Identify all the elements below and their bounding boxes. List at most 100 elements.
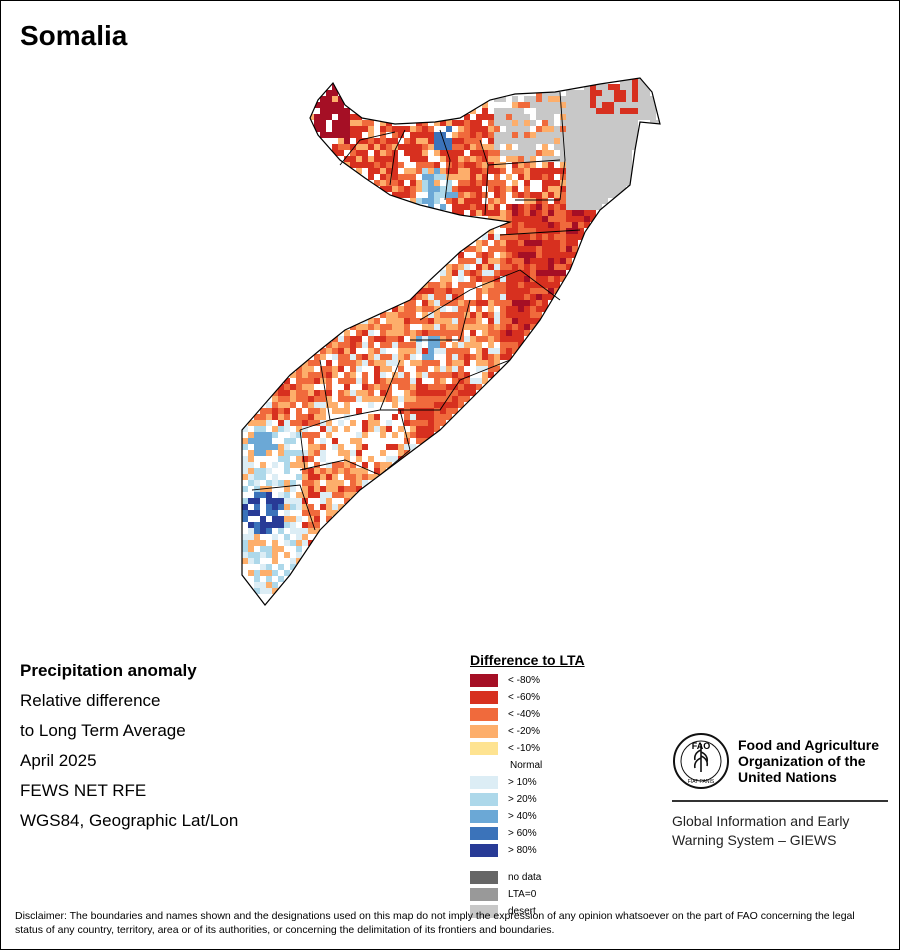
raster-cell [368,402,374,408]
raster-cell [320,492,326,498]
raster-cell [446,330,452,336]
raster-cell [440,156,446,162]
raster-cell [518,324,524,330]
raster-cell [278,396,284,402]
raster-cell [602,138,608,144]
raster-cell [536,192,542,198]
raster-cell [542,186,548,192]
raster-cell [344,384,350,390]
raster-cell [536,102,542,108]
raster-cell [446,264,452,270]
raster-cell [458,192,464,198]
raster-cell [284,498,290,504]
raster-cell [398,336,404,342]
raster-cell [536,240,542,246]
raster-cell [524,288,530,294]
raster-cell [470,156,476,162]
raster-cell [362,144,368,150]
raster-cell [566,132,572,138]
raster-cell [524,216,530,222]
raster-cell [644,90,650,96]
raster-cell [572,132,578,138]
raster-cell [494,174,500,180]
raster-cell [476,174,482,180]
raster-cell [542,120,548,126]
raster-cell [314,432,320,438]
raster-cell [494,150,500,156]
raster-cell [500,246,506,252]
raster-cell [260,582,266,588]
raster-cell [524,222,530,228]
raster-cell [284,552,290,558]
raster-cell [284,414,290,420]
raster-cell [386,420,392,426]
raster-cell [554,138,560,144]
raster-cell [428,426,434,432]
raster-cell [392,126,398,132]
raster-cell [368,162,374,168]
raster-cell [260,444,266,450]
raster-cell [524,210,530,216]
raster-cell [392,138,398,144]
raster-cell [572,228,578,234]
raster-cell [374,378,380,384]
raster-cell [602,174,608,180]
raster-cell [446,372,452,378]
raster-cell [500,306,506,312]
raster-cell [338,354,344,360]
raster-cell [602,114,608,120]
raster-cell [524,240,530,246]
raster-cell [392,414,398,420]
raster-cell [620,120,626,126]
raster-cell [554,186,560,192]
raster-cell [476,348,482,354]
raster-cell [482,288,488,294]
raster-cell [512,282,518,288]
raster-cell [434,300,440,306]
raster-cell [338,342,344,348]
raster-cell [398,408,404,414]
raster-cell [254,486,260,492]
raster-cell [332,492,338,498]
raster-cell [284,438,290,444]
raster-cell [464,396,470,402]
raster-cell [320,366,326,372]
raster-cell [578,156,584,162]
raster-cell [326,90,332,96]
raster-cell [320,354,326,360]
raster-cell [500,330,506,336]
raster-cell [458,354,464,360]
raster-cell [446,408,452,414]
raster-cell [362,420,368,426]
raster-cell [566,108,572,114]
raster-cell [578,138,584,144]
raster-cell [476,126,482,132]
raster-cell [368,336,374,342]
raster-cell [350,390,356,396]
raster-cell [536,114,542,120]
raster-cell [446,144,452,150]
raster-cell [458,138,464,144]
raster-cell [476,198,482,204]
raster-cell [470,120,476,126]
raster-cell [536,276,542,282]
raster-cell [314,390,320,396]
raster-cell [434,360,440,366]
raster-cell [302,474,308,480]
raster-cell [356,438,362,444]
raster-cell [374,354,380,360]
raster-cell [488,168,494,174]
legend-item: < -80% [470,672,585,689]
raster-cell [530,324,536,330]
raster-cell [506,354,512,360]
raster-cell [470,204,476,210]
raster-cell [278,450,284,456]
raster-cell [512,240,518,246]
raster-cell [344,114,350,120]
raster-cell [266,432,272,438]
raster-cell [530,246,536,252]
raster-cell [482,204,488,210]
raster-cell [560,192,566,198]
raster-cell [308,384,314,390]
giews-label: Global Information and Early Warning Sys… [672,812,888,850]
